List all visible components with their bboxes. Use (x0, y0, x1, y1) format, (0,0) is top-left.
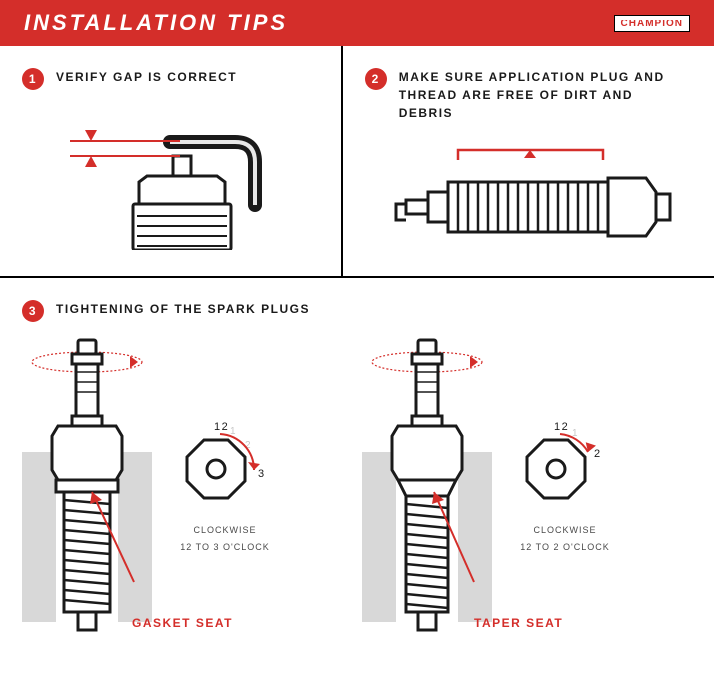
taper-plug-svg (362, 332, 492, 642)
clock-2-t: 2 (594, 448, 602, 460)
step-1-number: 1 (22, 68, 44, 90)
taper-clock: 12 1 2 CLOCKWISE 12 TO 2 O'CLOCK (510, 420, 620, 555)
clock-12-t: 12 (554, 421, 569, 433)
brand-badge: CHAMPION (614, 15, 690, 32)
step-2-text: MAKE SURE APPLICATION PLUG AND THREAD AR… (399, 68, 692, 122)
thread-svg (378, 142, 678, 272)
gasket-seat-label: GASKET SEAT (132, 616, 233, 630)
clock-12: 12 (214, 421, 229, 433)
header-title: INSTALLATION TIPS (24, 10, 288, 36)
taper-clock-svg: 12 1 2 (510, 420, 620, 515)
top-row: 1 VERIFY GAP IS CORRECT (0, 46, 714, 278)
panel-clean-thread: 2 MAKE SURE APPLICATION PLUG AND THREAD … (343, 46, 714, 276)
gasket-direction: CLOCKWISE (170, 524, 280, 538)
step-3-head: 3 TIGHTENING OF THE SPARK PLUGS (22, 300, 692, 322)
tightening-row: 12 1 2 3 CLOCKWISE 12 TO 3 O'CLOCK GASKE… (22, 332, 692, 642)
gasket-range: 12 TO 3 O'CLOCK (170, 541, 280, 555)
gasket-plug-svg (22, 332, 152, 642)
step-2-number: 2 (365, 68, 387, 90)
gasket-clock-svg: 12 1 2 3 (170, 420, 280, 515)
taper-direction: CLOCKWISE (510, 524, 620, 538)
taper-seat-label: TAPER SEAT (474, 616, 563, 630)
step-3-text: TIGHTENING OF THE SPARK PLUGS (56, 300, 310, 318)
gap-svg (55, 100, 285, 250)
gasket-clock: 12 1 2 3 CLOCKWISE 12 TO 3 O'CLOCK (170, 420, 280, 555)
step-1-text: VERIFY GAP IS CORRECT (56, 68, 237, 86)
taper-column: 12 1 2 CLOCKWISE 12 TO 2 O'CLOCK TAPER S… (362, 332, 692, 642)
panel-verify-gap: 1 VERIFY GAP IS CORRECT (0, 46, 343, 276)
thread-illustration (365, 132, 692, 282)
step-1-head: 1 VERIFY GAP IS CORRECT (22, 68, 319, 90)
gap-illustration (22, 100, 319, 250)
step-2-head: 2 MAKE SURE APPLICATION PLUG AND THREAD … (365, 68, 692, 122)
gasket-column: 12 1 2 3 CLOCKWISE 12 TO 3 O'CLOCK GASKE… (22, 332, 352, 642)
step-3-number: 3 (22, 300, 44, 322)
clock-3: 3 (258, 468, 266, 480)
panel-tightening: 3 TIGHTENING OF THE SPARK PLUGS (0, 278, 714, 664)
taper-range: 12 TO 2 O'CLOCK (510, 541, 620, 555)
header-bar: INSTALLATION TIPS CHAMPION (0, 0, 714, 46)
